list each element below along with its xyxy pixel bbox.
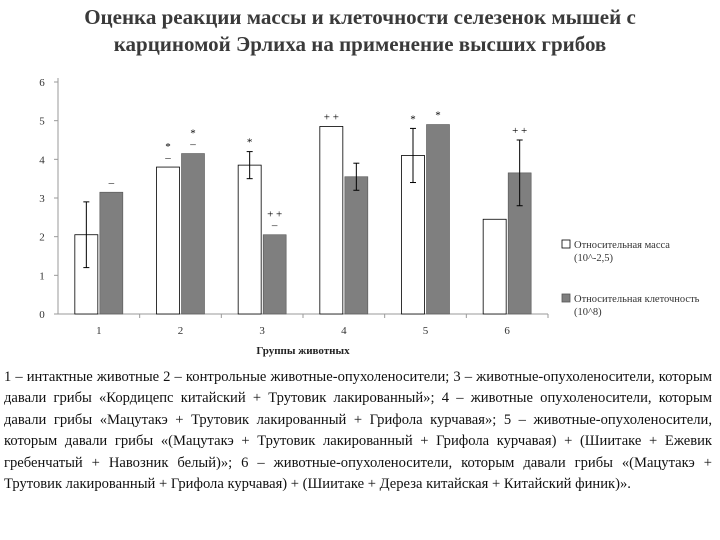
- y-tick-label: 1: [39, 270, 45, 282]
- x-tick-label: 1: [96, 325, 102, 337]
- x-tick-label: 4: [341, 325, 347, 337]
- y-tick-label: 0: [39, 309, 45, 321]
- bar-relative-mass: [482, 218, 507, 315]
- significance-mark: *: [190, 128, 196, 140]
- significance-mark: + +: [512, 125, 527, 137]
- title-line: карциномой Эрлиха на применение высших г…: [113, 32, 607, 56]
- y-tick-label: 6: [39, 77, 45, 89]
- y-tick-label: 3: [39, 193, 45, 205]
- x-tick-label: 3: [259, 325, 265, 337]
- bar-relative-mass: [237, 164, 262, 315]
- legend-label: Относительная клеточность (10^8): [574, 294, 700, 318]
- bar-relative-cellularity: [344, 176, 369, 315]
- significance-mark: + +: [267, 209, 282, 221]
- significance-mark: –: [189, 139, 196, 151]
- title-line: Оценка реакции массы и клеточности селез…: [84, 5, 636, 29]
- bar-relative-cellularity: [262, 234, 287, 315]
- legend-swatch: [561, 293, 571, 303]
- bar-relative-cellularity: [426, 124, 450, 315]
- y-tick-label: 2: [39, 232, 45, 244]
- significance-mark: –: [271, 220, 278, 232]
- significance-mark: *: [435, 110, 441, 122]
- y-tick-label: 4: [39, 154, 45, 166]
- significance-mark: *: [165, 141, 171, 153]
- bar-relative-mass: [156, 166, 180, 315]
- significance-mark: *: [247, 137, 253, 149]
- x-axis-title: Группы животных: [256, 345, 350, 357]
- bar-relative-mass: [319, 126, 344, 315]
- legend-swatch: [561, 239, 571, 249]
- significance-mark: –: [164, 152, 171, 164]
- page-title: Оценка реакции массы и клеточности селез…: [0, 4, 720, 58]
- x-tick-label: 2: [178, 325, 184, 337]
- significance-mark: + +: [324, 111, 339, 123]
- bar-relative-cellularity: [181, 153, 205, 315]
- x-tick-label: 5: [423, 325, 429, 337]
- x-tick-label: 6: [504, 325, 510, 337]
- legend-label: Относительная масса (10^-2,5): [574, 240, 670, 264]
- significance-mark: *: [410, 113, 416, 125]
- figure-caption: 1 – интактные животные 2 – контрольные ж…: [4, 369, 712, 493]
- significance-mark: –: [108, 177, 115, 189]
- bar-relative-cellularity: [99, 191, 124, 315]
- y-tick-label: 5: [39, 116, 45, 128]
